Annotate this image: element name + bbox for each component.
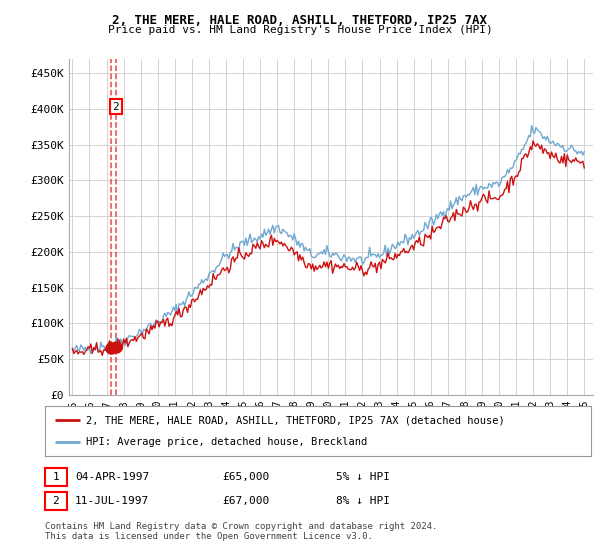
- Text: Price paid vs. HM Land Registry's House Price Index (HPI): Price paid vs. HM Land Registry's House …: [107, 25, 493, 35]
- Text: 8% ↓ HPI: 8% ↓ HPI: [336, 496, 390, 506]
- Text: 2: 2: [52, 496, 59, 506]
- Text: 2: 2: [113, 102, 119, 111]
- Text: £65,000: £65,000: [222, 472, 269, 482]
- Text: Contains HM Land Registry data © Crown copyright and database right 2024.
This d: Contains HM Land Registry data © Crown c…: [45, 522, 437, 542]
- Text: £67,000: £67,000: [222, 496, 269, 506]
- Text: HPI: Average price, detached house, Breckland: HPI: Average price, detached house, Brec…: [86, 437, 367, 447]
- Text: 1: 1: [52, 472, 59, 482]
- Text: 5% ↓ HPI: 5% ↓ HPI: [336, 472, 390, 482]
- Text: 11-JUL-1997: 11-JUL-1997: [75, 496, 149, 506]
- Text: 2, THE MERE, HALE ROAD, ASHILL, THETFORD, IP25 7AX: 2, THE MERE, HALE ROAD, ASHILL, THETFORD…: [113, 14, 487, 27]
- Text: 04-APR-1997: 04-APR-1997: [75, 472, 149, 482]
- Text: 2, THE MERE, HALE ROAD, ASHILL, THETFORD, IP25 7AX (detached house): 2, THE MERE, HALE ROAD, ASHILL, THETFORD…: [86, 415, 505, 425]
